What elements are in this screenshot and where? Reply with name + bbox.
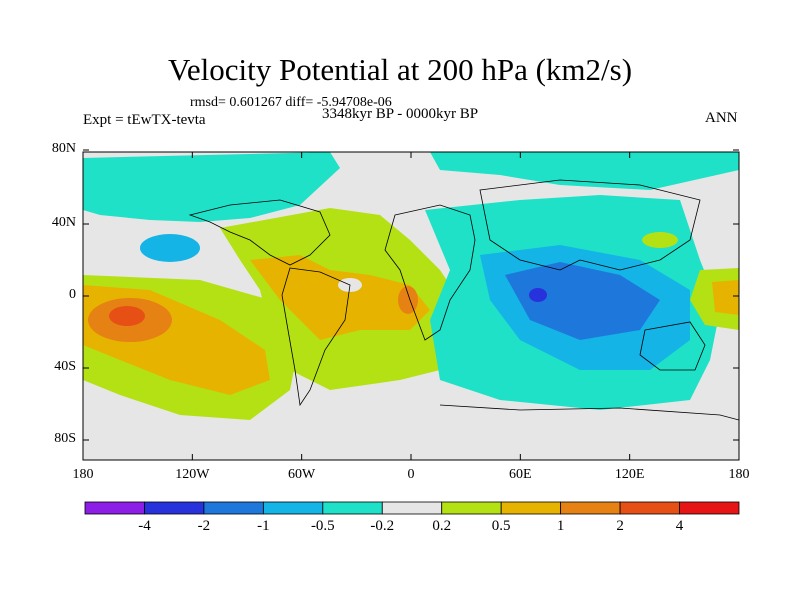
colorbar-label: -2 [197,518,211,534]
colorbar [84,501,740,515]
colorbar-label: 2 [616,518,624,534]
contour-arctic-east [430,152,739,190]
colorbar-label: -0.5 [310,518,335,534]
lon-label: 120E [614,467,645,482]
period-label: 3348kyr BP - 0000kyr BP [322,106,479,122]
lon-label: 180 [728,467,750,482]
colorbar-label: 4 [675,518,684,534]
colorbar-swatch [560,501,621,515]
lon-label: 0 [407,467,415,482]
colorbar-swatch [322,501,383,515]
contour-field [83,152,739,460]
colorbar-swatch [441,501,502,515]
coastlines [188,179,739,421]
lat-tickmarks [83,149,739,441]
colorbar-label: -1 [257,518,270,534]
experiment-label: Expt = tEwTX-tevta [83,112,206,128]
season-label: ANN [705,110,738,126]
colorbar-label: -0.2 [370,518,395,534]
colorbar-swatch [619,501,680,515]
lon-tickmarks [82,152,740,460]
colorbar-swatch [84,501,145,515]
contour-indian-blue [505,262,660,340]
contour-samerica-orange [250,255,430,340]
colorbar-swatch [262,501,324,515]
colorbar-swatch [144,501,205,515]
contour-atlantic-max [398,286,418,314]
lon-label: 60E [509,467,532,482]
contour-spacific-peak [109,306,145,326]
lon-label: 180 [72,467,94,482]
colorbar-swatch [500,501,562,515]
contour-japan-green [642,232,678,248]
contour-npacific [140,234,200,262]
colorbar-swatch [203,501,264,515]
colorbar-swatch [679,501,740,515]
lon-label: 60W [288,467,316,482]
colorbar-label: 0.5 [491,518,511,534]
lat-label: 40S [54,359,76,374]
rmsd-diff-stats: rmsd= 0.601267 diff= -5.94708e-06 [190,95,392,110]
contour-indian-min [529,288,547,302]
colorbar-label: 0.2 [432,518,452,534]
colorbar-label: -4 [138,518,151,534]
colorbar-swatch [381,501,443,515]
contour-dateline-orange [712,280,739,315]
lat-label: 80S [54,431,76,446]
lat-label: 0 [69,287,76,302]
lat-label: 40N [51,215,76,230]
lon-label: 120W [175,467,210,482]
lat-label: 80N [51,141,76,156]
contour-arctic-west [83,152,340,222]
plot-title: Velocity Potential at 200 hPa (km2/s) [167,52,633,87]
colorbar-label: 1 [556,518,565,534]
